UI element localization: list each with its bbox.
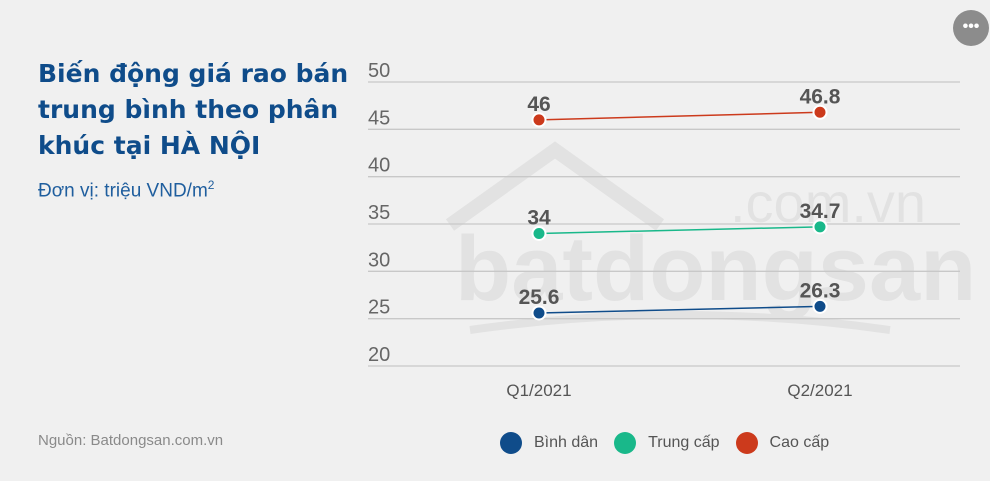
data-point	[531, 112, 547, 128]
data-point	[812, 104, 828, 120]
data-point	[812, 298, 828, 314]
source-note: Nguồn: Batdongsan.com.vn	[38, 432, 224, 449]
watermark-house-roof	[445, 141, 665, 231]
series-line	[538, 305, 821, 314]
y-tick-label: 35	[368, 202, 390, 224]
data-label: 34	[527, 206, 551, 229]
legend: Bình dân Trung cấp Cao cấp	[500, 432, 845, 454]
data-label: 26.3	[800, 279, 841, 302]
data-label: 46.8	[800, 85, 841, 108]
data-label: 34.7	[800, 200, 841, 223]
y-tick-label: 40	[368, 155, 390, 177]
series-line	[538, 111, 821, 121]
legend-item: Cao cấp	[735, 432, 830, 454]
watermark-swoosh	[469, 311, 891, 334]
data-point	[812, 219, 828, 235]
legend-marker	[614, 432, 637, 454]
y-tick-label: 25	[368, 297, 390, 319]
unit-label: Đơn vị: triệu VND/m2	[38, 178, 214, 202]
legend-item: Trung cấp	[614, 432, 720, 454]
chart-title: Biến động giá rao bán trung bình theo ph…	[38, 59, 349, 160]
legend-label: Bình dân	[534, 434, 599, 451]
y-tick-label: 45	[368, 107, 390, 129]
x-axis: Q1/2021 Q2/2021	[506, 381, 852, 400]
grid-lines	[368, 81, 960, 367]
y-tick-label: 50	[368, 60, 390, 82]
series-line	[538, 226, 821, 235]
y-tick-label: 30	[368, 249, 390, 271]
legend-marker	[735, 432, 758, 454]
legend-label: Cao cấp	[769, 434, 830, 451]
legend-marker	[500, 432, 522, 454]
y-axis: 20 25 30 35 40 45 50	[368, 60, 390, 366]
more-options-button[interactable]: •••	[953, 10, 989, 46]
x-tick-label: Q1/2021	[506, 381, 571, 400]
data-point	[531, 305, 547, 321]
data-label: 46	[527, 93, 550, 116]
data-label: 25.6	[519, 286, 560, 309]
series-group: 25.6 26.3 34 34.7 46 46.8	[519, 85, 841, 321]
watermark-logo: batdongsan .com.vn	[445, 141, 976, 334]
unit-superscript: 2	[207, 178, 215, 192]
x-tick-label: Q2/2021	[787, 381, 852, 400]
unit-text: Đơn vị: triệu VND/m	[38, 180, 208, 202]
watermark-domain: .com.vn	[730, 171, 926, 234]
y-tick-label: 20	[368, 344, 390, 366]
legend-item: Bình dân	[500, 432, 598, 454]
data-point	[531, 225, 547, 241]
watermark-brand: batdongsan	[455, 218, 976, 320]
legend-label: Trung cấp	[648, 434, 720, 451]
